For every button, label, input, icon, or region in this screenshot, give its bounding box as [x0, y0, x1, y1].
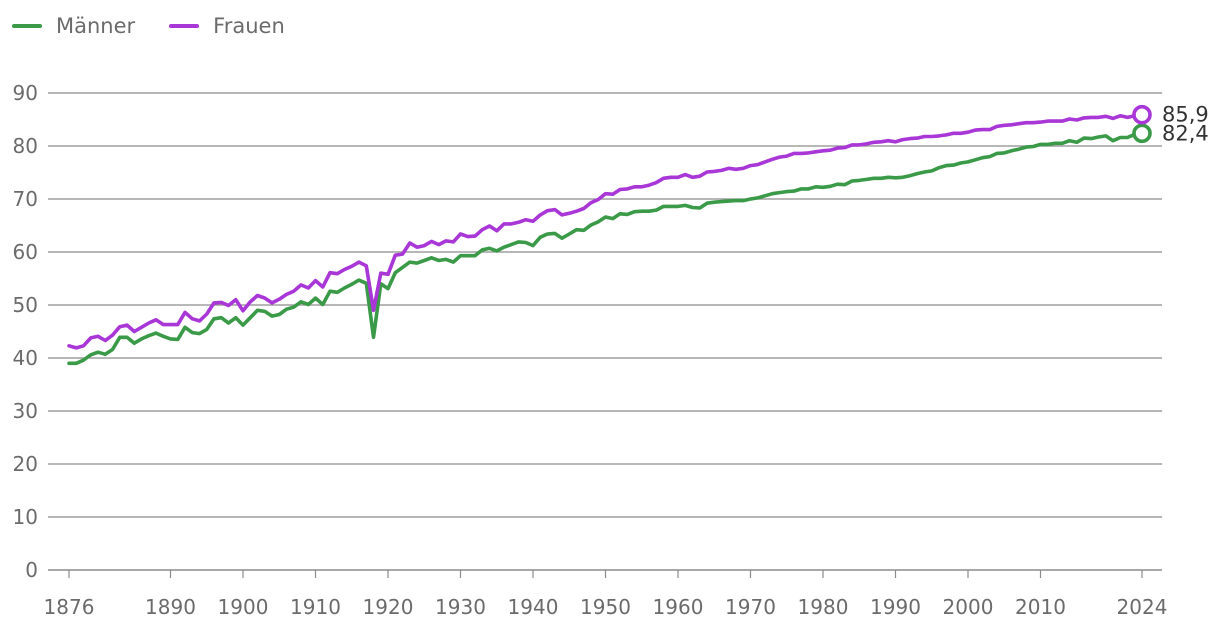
- x-tick-label: 1980: [798, 595, 849, 619]
- legend-swatch-frauen: [169, 24, 200, 28]
- y-tick-label: 10: [13, 505, 38, 529]
- x-tick-label: 1970: [725, 595, 776, 619]
- y-tick-label: 30: [13, 399, 38, 423]
- legend-item-frauen[interactable]: Frauen: [169, 14, 285, 38]
- x-tick-label: 2010: [1015, 595, 1066, 619]
- x-tick-label: 2024: [1117, 595, 1168, 619]
- legend-swatch-maenner: [12, 24, 42, 28]
- y-tick-label: 40: [13, 346, 38, 370]
- x-tick-label: 1910: [290, 595, 341, 619]
- legend-item-maenner[interactable]: Männer: [12, 14, 135, 38]
- y-tick-label: 50: [13, 293, 38, 317]
- x-tick-label: 1990: [870, 595, 921, 619]
- x-tick-label: 1876: [44, 595, 95, 619]
- legend: Männer Frauen: [12, 14, 285, 38]
- series-end-label-frauen: 85,9: [1162, 103, 1209, 127]
- y-tick-label: 0: [25, 558, 38, 582]
- x-tick-label: 1900: [218, 595, 269, 619]
- x-tick-label: 1930: [435, 595, 486, 619]
- y-tick-label: 70: [13, 187, 38, 211]
- legend-label-maenner: Männer: [56, 14, 136, 38]
- legend-label-frauen: Frauen: [213, 14, 285, 38]
- x-tick-label: 1950: [580, 595, 631, 619]
- y-tick-label: 90: [13, 81, 38, 105]
- series-line-maenner: [67, 131, 1144, 366]
- y-tick-label: 60: [13, 240, 38, 264]
- x-tick-label: 1940: [508, 595, 559, 619]
- y-tick-label: 20: [13, 452, 38, 476]
- x-tick-label: 1890: [145, 595, 196, 619]
- x-tick-label: 2000: [943, 595, 994, 619]
- series-end-label-maenner: 82,4: [1162, 121, 1209, 145]
- x-tick-label: 1960: [653, 595, 704, 619]
- series-line-frauen: [67, 112, 1144, 350]
- series-end-marker-frauen[interactable]: [1132, 104, 1152, 125]
- y-tick-label: 80: [13, 134, 38, 158]
- series-end-marker-maenner[interactable]: [1132, 123, 1152, 144]
- x-tick-label: 1920: [363, 595, 414, 619]
